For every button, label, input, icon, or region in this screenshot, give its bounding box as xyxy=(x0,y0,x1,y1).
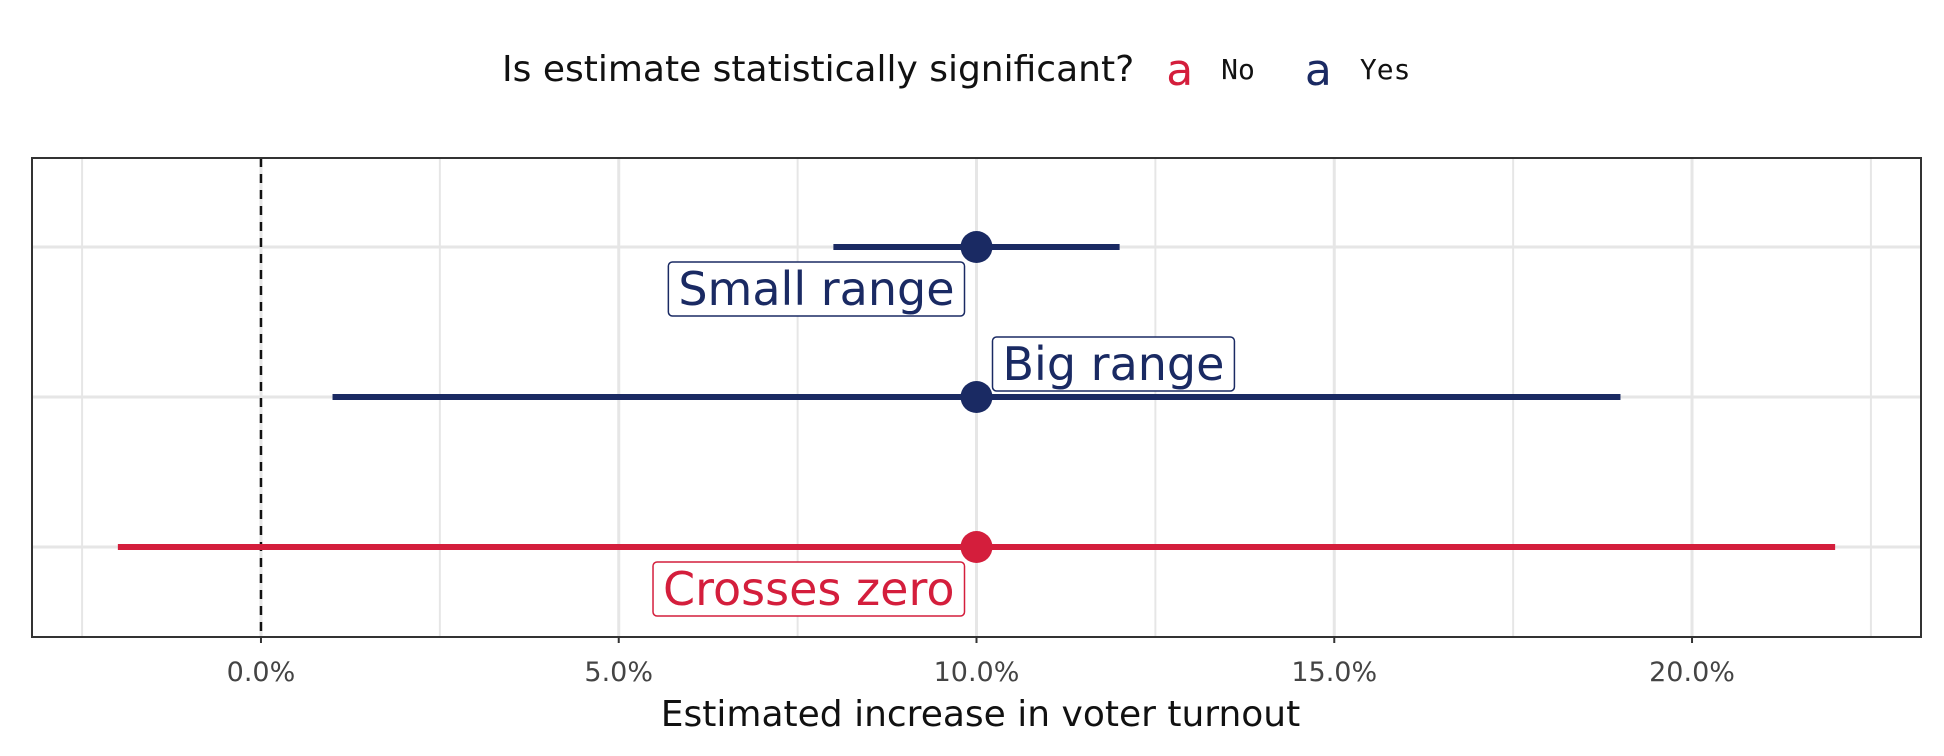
x-tick-label: 5.0% xyxy=(584,657,653,688)
legend: Is estimate statistically significant? a… xyxy=(502,45,1410,96)
estimate-row: Big range xyxy=(332,336,1621,413)
point-label: Big range xyxy=(991,336,1236,392)
point-label: Small range xyxy=(667,261,966,317)
point-estimate xyxy=(960,381,993,413)
point-estimate xyxy=(960,231,993,263)
series-layer: Small range Big range Crosses zero xyxy=(117,231,1836,617)
x-axis-title: Estimated increase in voter turnout xyxy=(661,694,1300,735)
legend-key-glyph: a xyxy=(1305,45,1332,96)
x-tick-label: 20.0% xyxy=(1649,657,1735,688)
point-label-box xyxy=(667,261,966,317)
legend-key-glyph: a xyxy=(1166,45,1193,96)
estimate-row: Crosses zero xyxy=(117,531,1836,617)
point-label-text: Crosses zero xyxy=(663,562,954,616)
point-label: Crosses zero xyxy=(652,561,966,617)
legend-title: Is estimate statistically significant? xyxy=(502,49,1134,90)
point-label-box xyxy=(991,336,1236,392)
legend-items: a No a Yes xyxy=(1166,45,1410,96)
x-axis-ticks: 0.0% 5.0% 10.0% 15.0% 20.0% xyxy=(227,637,1735,688)
legend-label: Yes xyxy=(1360,53,1411,86)
x-tick-label: 10.0% xyxy=(934,657,1020,688)
x-tick-label: 0.0% xyxy=(227,657,296,688)
legend-label: No xyxy=(1221,53,1255,86)
point-label-text: Big range xyxy=(1003,337,1225,391)
point-label-text: Small range xyxy=(678,262,954,316)
x-tick-label: 15.0% xyxy=(1291,657,1377,688)
estimate-row: Small range xyxy=(667,231,1120,317)
point-estimate xyxy=(960,531,993,563)
point-label-box xyxy=(652,561,966,617)
